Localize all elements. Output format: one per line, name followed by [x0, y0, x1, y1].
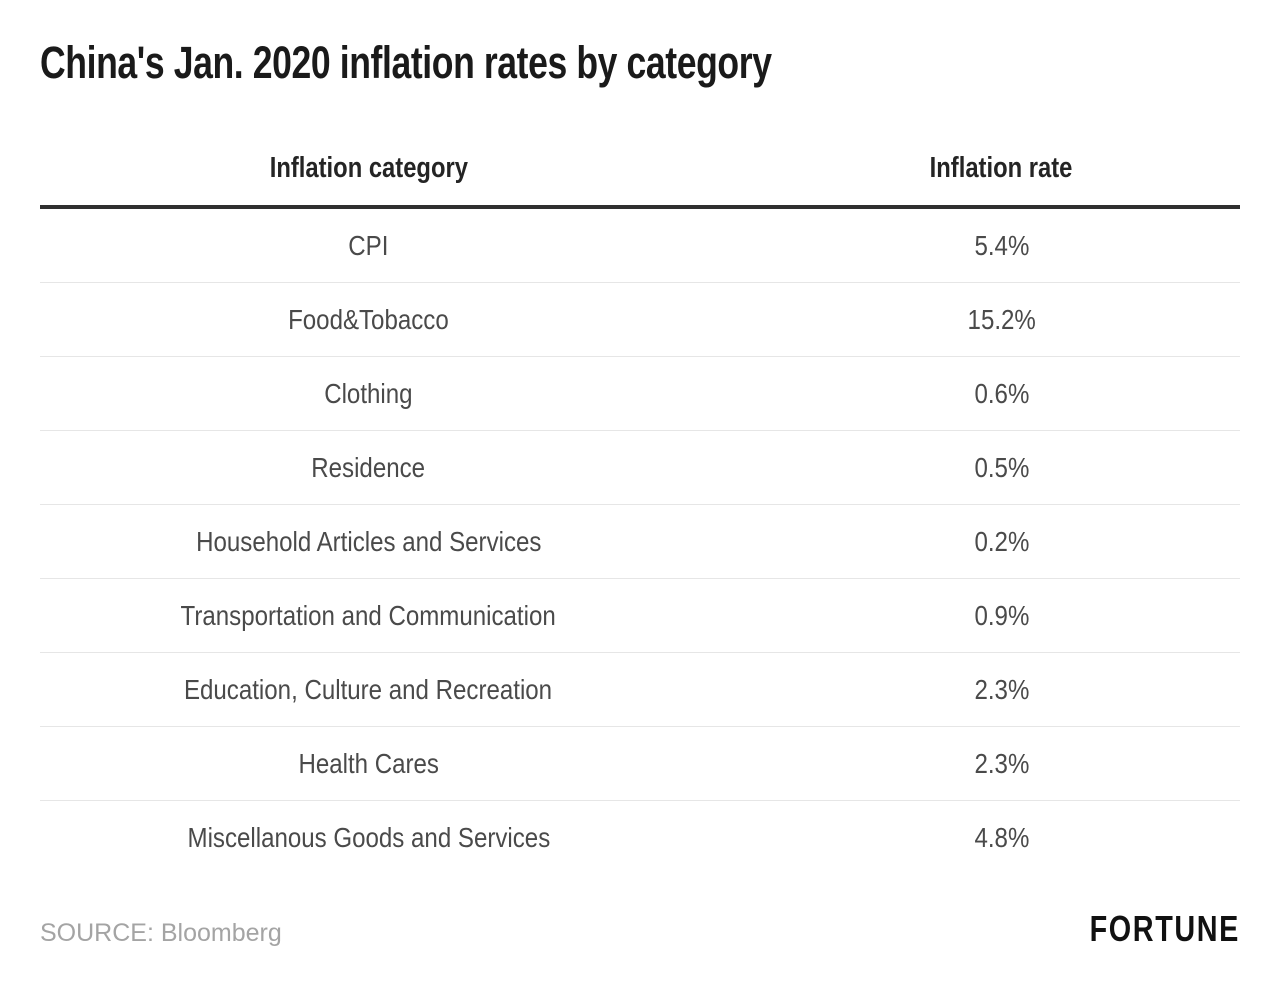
source-attribution: SOURCE: Bloomberg [40, 919, 282, 947]
category-cell: CPI [348, 229, 389, 261]
column-header-category: Inflation category [269, 152, 468, 184]
table-row: Education, Culture and Recreation 2.3% [40, 653, 1240, 727]
category-cell: Health Cares [298, 747, 439, 779]
rate-cell: 0.6% [974, 377, 1029, 409]
category-cell: Transportation and Communication [180, 599, 557, 631]
table-row: Residence 0.5% [40, 431, 1240, 505]
column-header-rate: Inflation rate [930, 152, 1073, 184]
table-header-row: Inflation category Inflation rate [40, 132, 1240, 209]
category-cell: Education, Culture and Recreation [184, 673, 553, 705]
category-cell: Miscellanous Goods and Services [187, 822, 550, 853]
rate-cell: 2.3% [974, 747, 1029, 779]
table-row: Health Cares 2.3% [40, 727, 1240, 801]
table-row: Clothing 0.6% [40, 357, 1240, 431]
rate-cell: 4.8% [974, 822, 1029, 853]
category-cell: Residence [311, 451, 426, 483]
table-row: CPI 5.4% [40, 209, 1240, 283]
rate-cell: 15.2% [967, 303, 1036, 335]
table-row: Transportation and Communication 0.9% [40, 579, 1240, 653]
page-title: China's Jan. 2020 inflation rates by cat… [40, 37, 772, 88]
category-cell: Household Articles and Services [195, 525, 542, 557]
rate-cell: 0.5% [974, 451, 1029, 483]
table-row: Household Articles and Services 0.2% [40, 505, 1240, 579]
rate-cell: 5.4% [974, 229, 1029, 261]
inflation-table: Inflation category Inflation rate CPI 5.4… [40, 132, 1240, 875]
rate-cell: 2.3% [974, 673, 1029, 705]
category-cell: Food&Tobacco [288, 303, 449, 335]
table-row: Miscellanous Goods and Services 4.8% [40, 801, 1240, 875]
rate-cell: 0.2% [974, 525, 1029, 557]
category-cell: Clothing [324, 377, 413, 409]
fortune-logo: FORTUNE [1089, 908, 1240, 949]
table-row: Food&Tobacco 15.2% [40, 283, 1240, 357]
table-body: CPI 5.4% Food&Tobacco 15.2% Clothing 0.6% Resi… [40, 209, 1240, 875]
rate-cell: 0.9% [974, 599, 1029, 631]
